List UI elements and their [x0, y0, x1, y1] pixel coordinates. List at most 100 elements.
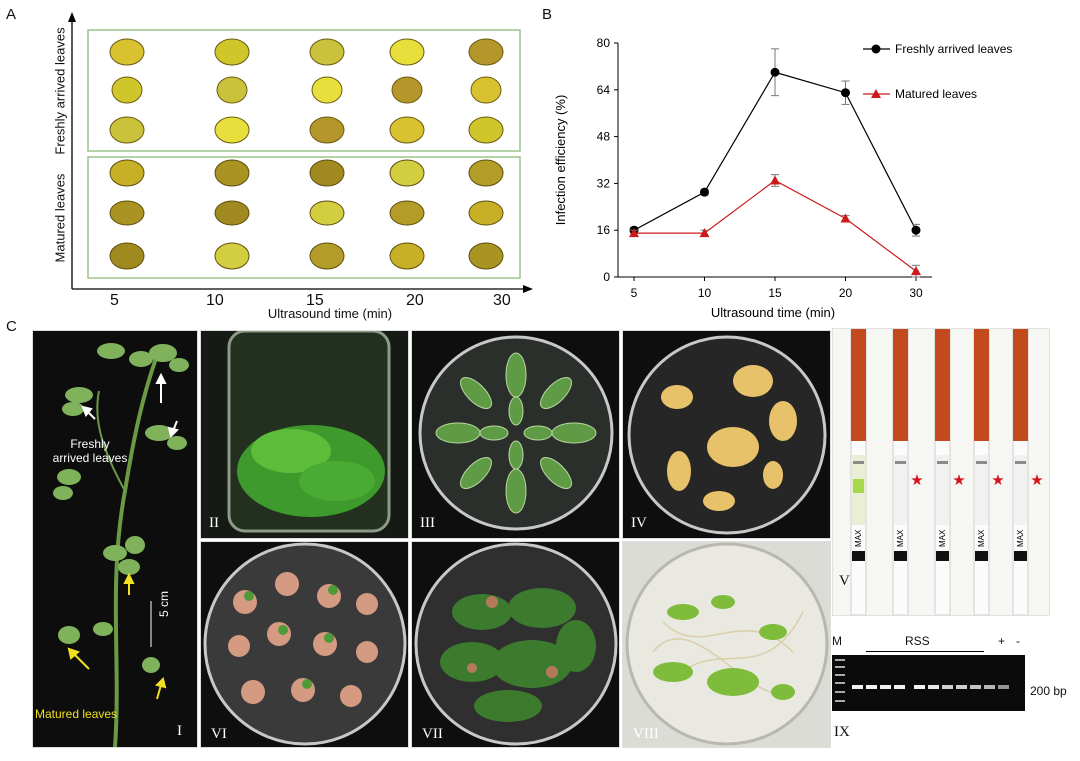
leaf-freshly — [214, 38, 250, 66]
plant-photo-i: Freshly arrived leaves 5 cm Matured leav… — [32, 330, 198, 748]
a-tick: 10 — [206, 292, 224, 309]
strip-header — [851, 329, 866, 441]
leaf-freshly — [468, 116, 504, 144]
leaf-matured — [468, 200, 504, 226]
leaf-freshly — [111, 76, 143, 104]
strip-max-text: MAX — [938, 529, 947, 547]
leaf-freshly — [391, 76, 423, 104]
y-tick-label: 16 — [597, 223, 611, 237]
panel-a-x-label: Ultrasound time (min) — [267, 306, 393, 321]
leaf-matured — [389, 200, 425, 226]
leaf-freshly — [216, 76, 248, 104]
panel-a-x-ticks: 5 10 15 20 30 — [88, 292, 520, 309]
photo-iv-callus: IV — [622, 330, 831, 539]
a-tick: 30 — [493, 292, 511, 309]
leaf-matured — [468, 159, 504, 187]
y-label-matured: Matured leaves — [52, 173, 68, 262]
gel-band — [894, 685, 905, 689]
photo-ii-jar: II — [200, 330, 409, 539]
numeral-i: I — [177, 723, 182, 739]
a-tick: 15 — [306, 292, 324, 309]
y-tick-label: 64 — [597, 83, 611, 97]
numeral-vi: VI — [211, 726, 227, 742]
data-point — [700, 187, 709, 197]
leaf-matured — [389, 242, 425, 270]
strip-max-text: MAX — [1016, 529, 1025, 547]
strip-bar — [894, 551, 907, 561]
numeral-viii: VIII — [633, 726, 659, 742]
data-point — [911, 266, 921, 276]
x-tick-label: 30 — [909, 286, 923, 300]
gel-band — [956, 685, 967, 689]
data-point — [629, 228, 639, 238]
gel-band — [866, 685, 877, 689]
data-point — [841, 88, 850, 98]
y-tick-label: 32 — [597, 176, 611, 190]
strip-window — [975, 455, 988, 525]
numeral-iii: III — [420, 515, 435, 531]
label-freshly-arrived: Freshly arrived leaves — [52, 437, 128, 466]
leaf-matured — [214, 200, 250, 226]
label-matured: Matured leaves — [35, 707, 118, 721]
strip-bar — [936, 551, 949, 561]
leaf-freshly — [470, 76, 502, 104]
y-tick-label: 48 — [597, 130, 611, 144]
leaf-matured — [309, 200, 345, 226]
gel-band — [914, 685, 925, 689]
numeral-vii: VII — [422, 726, 443, 742]
photo-iii-leaf-plate: III — [411, 330, 620, 539]
control-line — [895, 461, 906, 464]
y-tick-label: 80 — [597, 36, 611, 50]
strip-header — [935, 329, 950, 441]
gel-negative-label: - — [1016, 634, 1020, 648]
leaf-freshly — [468, 38, 504, 66]
strip-header — [893, 329, 908, 441]
gel-band — [998, 685, 1009, 689]
x-tick-label: 20 — [839, 286, 853, 300]
leaf-freshly — [109, 38, 145, 66]
gel-positive-label: + — [998, 634, 1006, 648]
photo-v-test-strips: MAX MAX ★ MAX ★ MAX ★ MAX ★ V — [832, 328, 1050, 616]
plant-illustration — [33, 331, 197, 747]
gel-rss-label: RSS — [905, 634, 930, 648]
leaf-freshly — [389, 38, 425, 66]
a-tick: 20 — [406, 292, 424, 309]
leaf-matured — [389, 159, 425, 187]
y-label-freshly: Freshly arrived leaves — [52, 26, 68, 155]
strip-max-text: MAX — [896, 529, 905, 547]
chart-x-label: Ultrasound time (min) — [711, 305, 835, 320]
infection-efficiency-chart: Infection efficiency (%) Ultrasound time… — [553, 36, 1012, 320]
strip-header — [1013, 329, 1028, 441]
gel-band-size: 200 bp — [1030, 684, 1067, 698]
leaf-matured — [109, 242, 145, 270]
panel-b-letter: B — [542, 6, 553, 23]
strip-window — [936, 455, 949, 525]
gel-band — [852, 685, 863, 689]
leaf-freshly — [311, 76, 343, 104]
chart-y-label: Infection efficiency (%) — [553, 95, 568, 226]
gel-band — [880, 685, 891, 689]
panel-c-letter: C — [6, 318, 17, 335]
gel-band — [942, 685, 953, 689]
strip-max-text: MAX — [977, 529, 986, 547]
leaf-freshly — [309, 38, 345, 66]
gel-rss-bracket — [866, 651, 984, 652]
y-tick-label: 0 — [603, 270, 610, 284]
positive-star: ★ — [991, 472, 1004, 489]
photo-viii-rooting-plate: VIII — [622, 541, 831, 748]
strip-max-text: MAX — [854, 529, 863, 547]
control-line — [937, 461, 948, 464]
series-line — [634, 179, 917, 272]
control-line — [853, 461, 864, 464]
leaf-matured — [109, 159, 145, 187]
gel-band — [984, 685, 995, 689]
data-point — [770, 67, 780, 77]
scale-label: 5 cm — [157, 590, 171, 617]
gel-band — [928, 685, 939, 689]
legend-label: Matured leaves — [895, 87, 977, 101]
positive-star: ★ — [910, 472, 923, 489]
gel-image — [832, 655, 1025, 711]
numeral-iv: IV — [631, 515, 647, 531]
legend-marker — [871, 44, 881, 54]
photo-vi-shoot-plate: VI — [200, 541, 409, 748]
